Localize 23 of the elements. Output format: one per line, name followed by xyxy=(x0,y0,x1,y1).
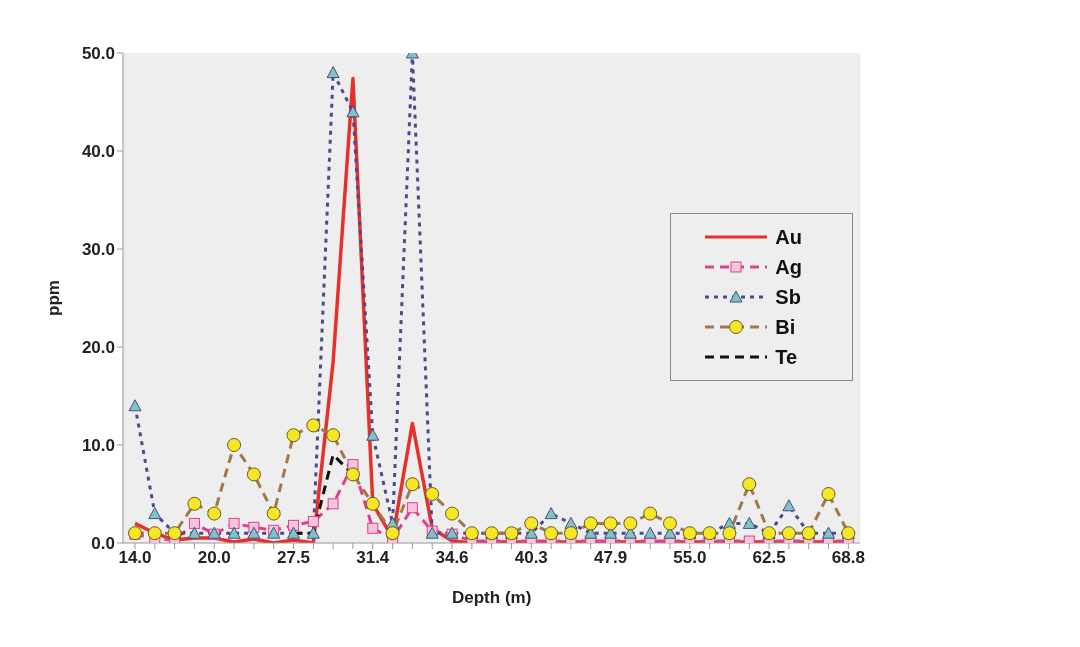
y-tick-label: 10.0 xyxy=(81,436,115,456)
legend-label: Te xyxy=(775,345,798,369)
x-tick-label: 62.5 xyxy=(752,548,786,568)
legend-label: Sb xyxy=(775,285,801,309)
x-tick-label: 68.8 xyxy=(831,548,865,568)
x-tick-label: 40.3 xyxy=(514,548,548,568)
y-tick-label: 40.0 xyxy=(81,142,115,162)
x-tick-label: 47.9 xyxy=(594,548,628,568)
x-tick-label: 20.0 xyxy=(197,548,231,568)
x-tick-label: 34.6 xyxy=(435,548,469,568)
y-tick-label: 50.0 xyxy=(81,44,115,64)
legend-label: Au xyxy=(775,225,802,249)
x-tick-label: 55.0 xyxy=(673,548,707,568)
x-tick-label: 14.0 xyxy=(118,548,152,568)
x-tick-label: 31.4 xyxy=(356,548,390,568)
x-tick-label: 27.5 xyxy=(276,548,311,568)
legend-label: Ag xyxy=(775,255,802,279)
y-tick-label: 20.0 xyxy=(81,338,115,358)
x-axis-title: Depth (m) xyxy=(452,588,532,607)
y-tick-label: 0.0 xyxy=(91,534,115,554)
y-tick-label: 30.0 xyxy=(81,240,115,260)
legend-label: Bi xyxy=(775,315,796,339)
y-axis-title: ppm xyxy=(44,280,64,316)
